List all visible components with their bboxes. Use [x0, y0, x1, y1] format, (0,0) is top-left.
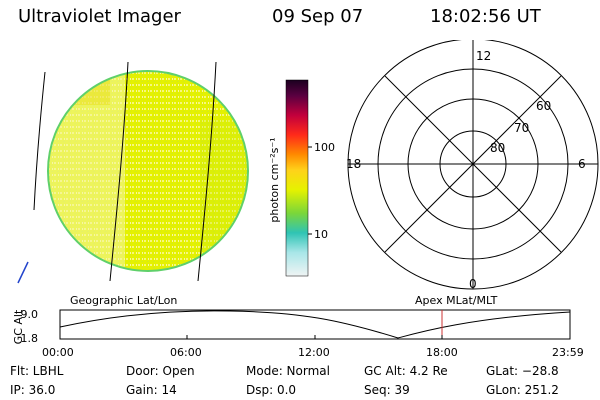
y-tick-max: 9.0: [21, 308, 39, 321]
polar-diagonal: [384, 75, 562, 253]
dsp-info: Dsp: 0.0: [246, 383, 297, 397]
geographic-label: Geographic Lat/Lon: [70, 294, 178, 307]
app-title: Ultraviolet Imager: [18, 6, 181, 27]
time-tick-0600: 06:00: [170, 346, 202, 359]
color-scale: [285, 79, 309, 277]
polar-label-right: 6: [578, 157, 586, 171]
gain-info: Gain: 14: [126, 383, 177, 397]
color-bar: 100 10 photon cm⁻²s⁻¹: [268, 79, 335, 277]
timeline-axis-title: GC Alt: [12, 309, 25, 344]
ip-info: IP: 36.0: [10, 383, 56, 397]
polar-label-left: 18: [346, 157, 361, 171]
time-tick-2359: 23:59: [552, 346, 584, 359]
disk-edge: [47, 70, 249, 272]
mode-info: Mode: Normal: [246, 364, 330, 378]
colorbar-tick-10: 10: [314, 228, 328, 241]
altitude-timeline: GC Alt 9.0 1.8: [12, 308, 571, 345]
header-date: 09 Sep 07: [272, 6, 364, 27]
altitude-curve: [59, 310, 571, 339]
door-info: Door: Open: [126, 364, 195, 378]
blue-marker: [17, 261, 29, 284]
filter-info: Flt: LBHL: [10, 364, 64, 378]
polar-label-top: 12: [476, 49, 491, 63]
colorbar-unit-label: photon cm⁻²s⁻¹: [268, 137, 281, 222]
header-time: 18:02:56 UT: [430, 6, 541, 27]
time-tick-0000: 00:00: [42, 346, 74, 359]
y-tick-min: 1.8: [21, 332, 39, 345]
time-tick-1800: 18:00: [426, 346, 458, 359]
colorbar-tick-100: 100: [314, 141, 335, 154]
polar-grid: 12 18 6 0 60 70 80: [346, 40, 599, 291]
seq-info: Seq: 39: [364, 383, 410, 397]
apex-label: Apex MLat/MLT: [415, 294, 498, 307]
longitude-line: [109, 61, 129, 282]
ring-label-70: 70: [514, 121, 529, 135]
uv-disk: [48, 71, 248, 271]
ring-label-80: 80: [490, 141, 505, 155]
glat-info: GLat: −28.8: [486, 364, 559, 378]
longitude-line: [197, 61, 217, 282]
uv-image-panel: [17, 61, 249, 284]
ring-label-60: 60: [536, 99, 551, 113]
glon-info: GLon: 251.2: [486, 383, 559, 397]
polar-label-bottom: 0: [469, 277, 477, 291]
longitude-line: [33, 71, 46, 211]
time-tick-1200: 12:00: [298, 346, 330, 359]
gc-alt-info: GC Alt: 4.2 Re: [364, 364, 448, 378]
